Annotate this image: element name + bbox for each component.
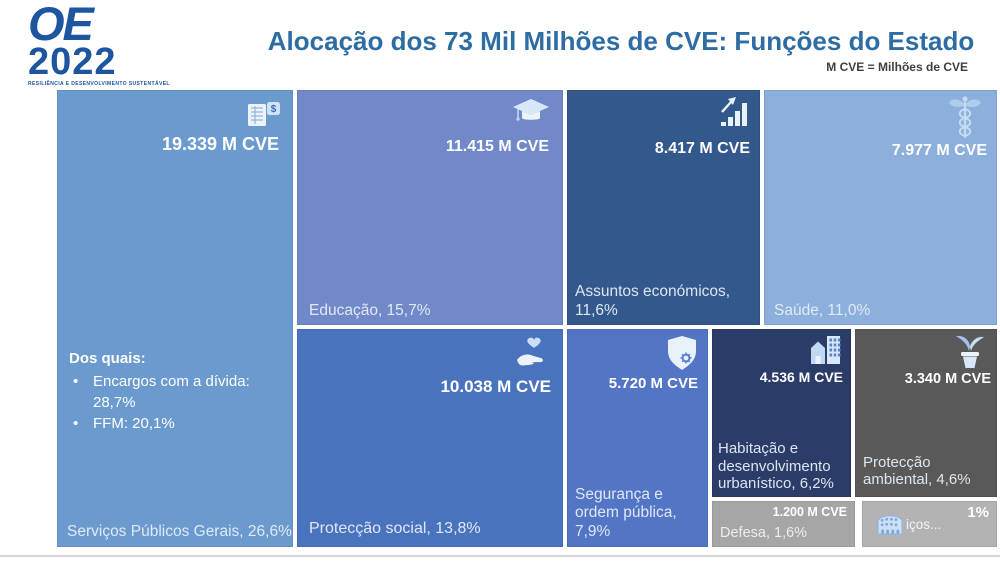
category-label-truncated: iços... bbox=[906, 517, 942, 532]
growth-chart-icon bbox=[716, 96, 750, 133]
value-label: 3.340 M CVE bbox=[904, 371, 991, 387]
caduceus-icon bbox=[947, 95, 983, 144]
oe-2022-logo: OE 2022 Resiliência e Desenvolvimento Su… bbox=[28, 0, 170, 87]
bottom-divider bbox=[0, 555, 1000, 557]
treemap-block-habitacao-urbanistico: 4.536 M CVE Habitação e desenvolvimento … bbox=[712, 329, 851, 497]
treemap-block-educacao: 11.415 M CVE Educação, 15,7% bbox=[297, 90, 563, 325]
graduation-cap-icon bbox=[511, 97, 551, 132]
treemap-block-proteccao-social: 10.038 M CVE Protecção social, 13,8% bbox=[297, 329, 563, 547]
value-label: 7.977 M CVE bbox=[891, 142, 987, 159]
value-label: 10.038 M CVE bbox=[440, 377, 551, 396]
buildings-icon bbox=[809, 334, 843, 371]
shield-gear-icon bbox=[666, 335, 698, 376]
colosseum-icon bbox=[876, 511, 904, 540]
plant-icon bbox=[953, 333, 987, 374]
notes-bullet: FFM: 20,1% bbox=[69, 413, 274, 434]
treemap-block-servicos-truncated: 1% iços... bbox=[862, 501, 997, 547]
value-label: 1% bbox=[967, 504, 989, 521]
category-label: Saúde, 11,0% bbox=[774, 301, 871, 319]
category-label: Protecção social, 13,8% bbox=[309, 520, 481, 538]
logo-tagline: Resiliência e Desenvolvimento Sustentáve… bbox=[28, 80, 170, 87]
page-title: Alocação dos 73 Mil Milhões de CVE: Funç… bbox=[267, 26, 975, 56]
oe-logo-text: OE bbox=[28, 0, 94, 50]
logo-year: 2022 bbox=[28, 40, 117, 83]
notes-dos-quais: Dos quais: Encargos com a dívida: 28,7% … bbox=[69, 348, 274, 434]
category-label: Habitação e desenvolvimento urbanístico,… bbox=[718, 439, 834, 493]
treemap-block-seguranca-ordem-publica: 5.720 M CVE Segurança e ordem pública, 7… bbox=[567, 329, 708, 547]
notes-heading: Dos quais: bbox=[69, 350, 146, 367]
treemap-block-proteccao-ambiental: 3.340 M CVE Protecção ambiental, 4,6% bbox=[855, 329, 997, 497]
category-label: Educação, 15,7% bbox=[309, 301, 431, 319]
svg-text:$: $ bbox=[271, 104, 277, 115]
notes-bullet: Encargos com a dívida: 28,7% bbox=[69, 371, 274, 413]
value-label: 19.339 M CVE bbox=[161, 134, 279, 154]
treemap-block-saude: 7.977 M CVE Saúde, 11,0% bbox=[764, 90, 997, 325]
notes-list: Encargos com a dívida: 28,7% FFM: 20,1% bbox=[69, 371, 274, 434]
category-label: Protecção ambiental, 4,6% bbox=[863, 453, 971, 489]
value-label: 11.415 M CVE bbox=[445, 138, 549, 155]
value-label: 5.720 M CVE bbox=[608, 375, 698, 392]
hand-heart-icon bbox=[515, 335, 553, 374]
value-label: 1.200 M CVE bbox=[772, 505, 847, 519]
value-label: 4.536 M CVE bbox=[759, 369, 843, 385]
category-label: Serviços Públicos Gerais, 26,6% bbox=[67, 522, 292, 540]
ledger-icon: $ bbox=[247, 98, 281, 133]
treemap-block-assuntos-economicos: 8.417 M CVE Assuntos económicos, 11,6% bbox=[567, 90, 760, 325]
treemap-block-servicos-publicos-gerais: $ 19.339 M CVE Dos quais: Encargos com a… bbox=[57, 90, 293, 547]
value-label: 8.417 M CVE bbox=[654, 140, 750, 157]
unit-note: M CVE = Milhões de CVE bbox=[826, 60, 968, 74]
category-label: Segurança e ordem pública, 7,9% bbox=[575, 486, 677, 540]
category-label: Defesa, 1,6% bbox=[720, 524, 808, 541]
category-label: Assuntos económicos, 11,6% bbox=[575, 283, 731, 319]
treemap-block-defesa: 1.200 M CVE Defesa, 1,6% bbox=[712, 501, 855, 547]
